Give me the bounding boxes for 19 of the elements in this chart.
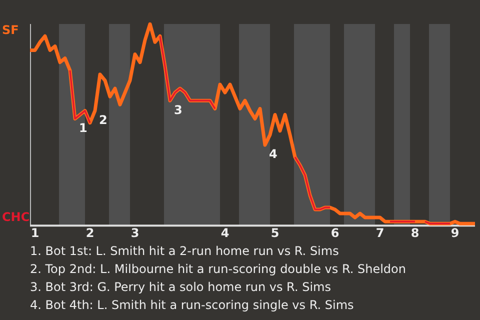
x-tick-label: 9: [450, 226, 460, 240]
text: SF: [2, 23, 19, 37]
x-tick-label: 4: [220, 226, 230, 240]
x-tick-label: 8: [410, 226, 420, 240]
text: 4. Bot 4th: L. Smith hit a run-scoring single vs R. Sims: [30, 297, 355, 314]
x-tick-label: 3: [130, 226, 140, 240]
text: 3. Bot 3rd: G. Perry hit a solo home run vs R. Sims: [30, 279, 332, 296]
text: 2. Top 2nd: L. Milbourne hit a run-scoring double vs R. Sheldon: [30, 261, 407, 278]
annotation: 1: [79, 120, 88, 135]
x-tick-label: 5: [270, 226, 280, 240]
text: CHC: [2, 210, 30, 224]
annotation: 2: [99, 112, 108, 127]
x-tick-label: 2: [86, 226, 94, 240]
x-tick-label: 7: [376, 226, 384, 240]
x-tick-label: 1: [30, 226, 40, 240]
x-tick-label: 6: [330, 226, 340, 240]
text: 1. Bot 1st: L. Smith hit a 2-run home run vs R. Sims: [30, 243, 340, 260]
annotation: 3: [174, 102, 182, 117]
annotation: 4: [269, 146, 278, 161]
